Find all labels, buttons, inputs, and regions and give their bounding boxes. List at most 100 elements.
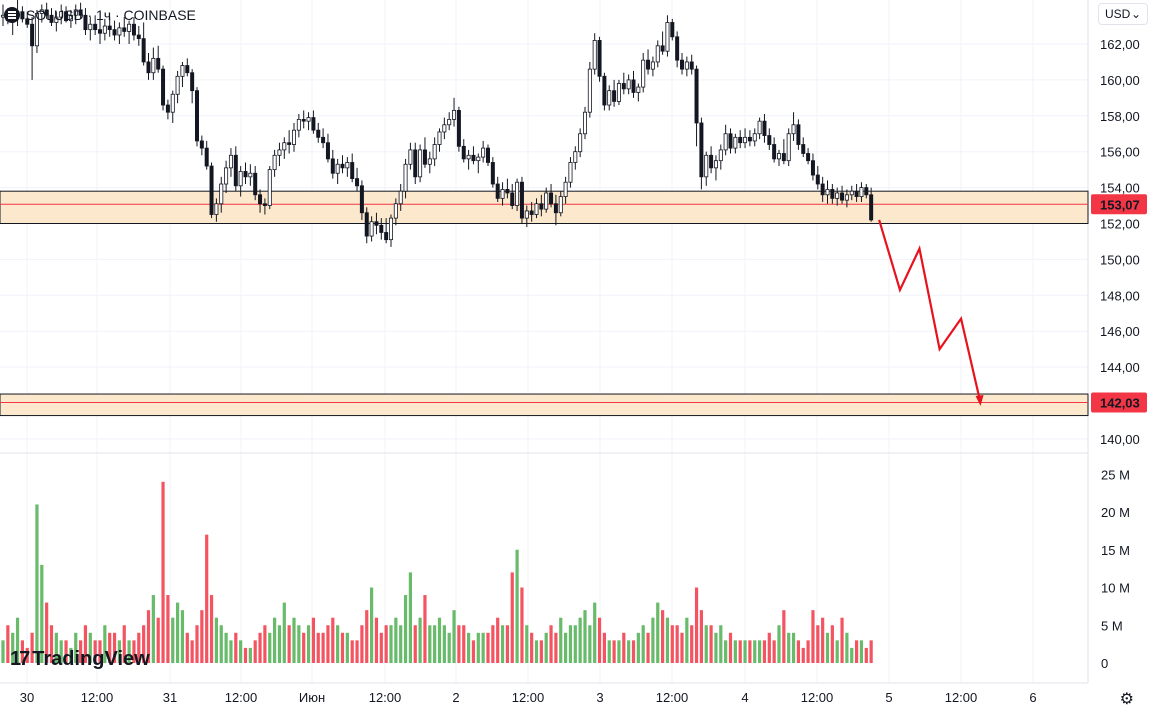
volume-bar [476, 632, 480, 663]
volume-bar [767, 632, 771, 663]
candle-body [718, 149, 723, 162]
candle-body [534, 203, 539, 215]
volume-bar [243, 647, 248, 663]
volume-bar [665, 617, 670, 663]
volume-bar [825, 632, 830, 663]
candle-body [384, 232, 389, 241]
time-tick-label: Июн [299, 690, 325, 705]
candle-body [141, 38, 146, 63]
candle-body [840, 192, 845, 201]
volume-bar [568, 625, 573, 663]
price-tick-label: 140,00 [1100, 432, 1140, 447]
candle-body [165, 104, 170, 113]
volume-bar [30, 632, 34, 663]
projection-arrow [878, 219, 984, 406]
candle-body [859, 187, 864, 197]
volume-bar [636, 632, 640, 663]
candle-body [219, 183, 224, 205]
candle-body [248, 172, 253, 178]
volume-bar [49, 625, 54, 663]
settings-icon[interactable]: ⚙ [1119, 691, 1134, 708]
volume-bar [505, 625, 509, 663]
chart-header[interactable]: SOLUSD · 1ч · COINBASE [4, 5, 196, 25]
volume-bar [374, 617, 379, 663]
volume-bar [583, 610, 587, 663]
volume-bar [137, 632, 141, 663]
candle-body [136, 34, 141, 40]
candle-body [190, 72, 195, 92]
time-tick-label: 31 [163, 690, 177, 705]
candle-body [641, 59, 646, 88]
candle-body [680, 59, 685, 70]
support-zone [0, 393, 1089, 417]
volume-bar [845, 632, 849, 663]
support-zone [0, 190, 1089, 225]
candle-body [471, 154, 476, 162]
price-tick-label: 158,00 [1100, 109, 1140, 124]
candle-body [616, 83, 621, 102]
volume-bar [607, 640, 611, 663]
volume-bar [103, 625, 107, 663]
volume-bar [122, 625, 126, 663]
candle-body [170, 93, 175, 113]
candle-body [452, 110, 457, 120]
candle-body [485, 147, 490, 163]
volume-bar [685, 617, 689, 663]
candle-body [646, 59, 651, 70]
volume-bar [728, 632, 733, 663]
volume-bar [399, 625, 403, 663]
candle-body [660, 45, 665, 52]
candle-body [30, 23, 35, 47]
volume-bar [612, 640, 616, 663]
candle-body [321, 136, 326, 144]
tradingview-logo-icon: 17 [10, 648, 30, 670]
volume-bar [423, 595, 427, 663]
volume-bar [719, 625, 723, 663]
volume-bar [520, 587, 524, 663]
solana-logo-icon [4, 7, 20, 23]
volume-bar [239, 640, 243, 663]
candle-body [752, 133, 757, 142]
volume-bar [554, 632, 558, 663]
price-label-box [1091, 392, 1147, 413]
currency-select[interactable]: USD ⌄ [1098, 3, 1148, 25]
volume-bar [74, 632, 78, 663]
volume-tick-label: 15 M [1101, 543, 1130, 558]
volume-bar [214, 617, 218, 663]
candle-body [854, 190, 859, 197]
volume-bar [646, 632, 650, 663]
volume-bar [491, 625, 495, 663]
volume-bar [282, 602, 286, 663]
volume-bar [588, 625, 592, 663]
volume-bar [709, 625, 713, 663]
volume-bar [6, 625, 10, 663]
candle-body [432, 144, 437, 160]
candle-body [204, 147, 209, 167]
candle-body [39, 9, 44, 14]
candle-body [199, 140, 204, 149]
candle-body [539, 203, 544, 210]
candle-body [25, 18, 30, 25]
volume-bar [25, 647, 29, 663]
candle-body [481, 147, 486, 158]
volume-bar [142, 625, 146, 663]
candle-body [869, 194, 874, 221]
volume-bar [45, 602, 49, 663]
candle-body [815, 174, 820, 185]
volume-bar [112, 632, 117, 663]
candle-body [806, 153, 811, 162]
candle-body [767, 135, 772, 145]
chevron-down-icon: ⌄ [1130, 7, 1141, 21]
candle-body [350, 162, 355, 180]
price-tick-label: 144,00 [1100, 360, 1140, 375]
price-tick-label: 162,00 [1100, 37, 1140, 52]
volume-bar [864, 647, 868, 663]
symbol-title: SOLUSD · 1ч · COINBASE [26, 7, 196, 23]
volume-bar [98, 640, 102, 663]
candle-body [830, 188, 835, 199]
candle-body [602, 75, 607, 106]
volume-bar [195, 625, 199, 663]
candle-body [738, 136, 743, 144]
volume-bar [811, 610, 815, 663]
